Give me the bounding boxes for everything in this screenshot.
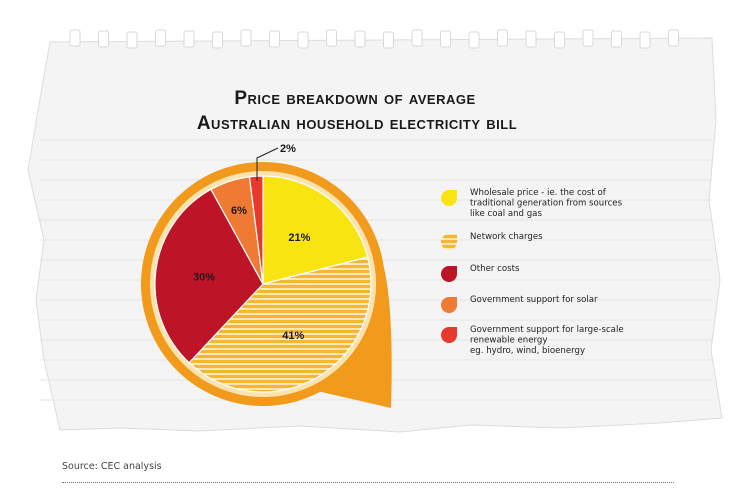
legend-swatch-0 bbox=[441, 190, 457, 206]
perforation-hole bbox=[440, 30, 451, 48]
perforation-hole bbox=[611, 30, 622, 48]
chart-title-line-1: Price breakdown of average bbox=[234, 88, 475, 109]
pie-slice-4 bbox=[248, 175, 264, 285]
pie-slice-0 bbox=[262, 175, 369, 285]
source-note: Source: CEC analysis bbox=[62, 461, 162, 472]
legend-swatch-3 bbox=[441, 297, 457, 313]
legend-label-0-1: traditional generation from sources bbox=[470, 199, 623, 209]
pie-slice-label-4: 2% bbox=[280, 143, 296, 155]
legend-label-2-0: Other costs bbox=[470, 264, 520, 274]
perforation-hole bbox=[468, 31, 480, 49]
perforation-hole bbox=[326, 29, 337, 47]
legend-swatch-4 bbox=[441, 327, 457, 343]
perforation-hole bbox=[240, 29, 252, 47]
perforation-hole bbox=[383, 31, 394, 49]
perforation-hole bbox=[269, 30, 280, 48]
perforation-hole bbox=[582, 29, 594, 47]
pie-slice-1 bbox=[188, 256, 372, 393]
legend-label-0-2: like coal and gas bbox=[470, 209, 542, 219]
perforation-hole bbox=[639, 31, 651, 49]
pie-chart bbox=[150, 171, 376, 397]
pie-slice-2 bbox=[154, 188, 264, 364]
perforation-hole bbox=[98, 30, 109, 48]
perforation-hole bbox=[183, 30, 195, 48]
perforation-hole bbox=[668, 29, 679, 47]
legend-label-0-0: Wholesale price - ie. the cost of bbox=[470, 188, 607, 198]
small-slice-leader-line bbox=[256, 147, 279, 181]
perforation-hole bbox=[411, 29, 423, 47]
legend-swatch-2 bbox=[441, 266, 457, 282]
legend-label-1-0: Network charges bbox=[470, 232, 543, 242]
legend-label-3-0: Government support for solar bbox=[470, 295, 598, 305]
perforation-hole bbox=[525, 30, 537, 48]
perforation-hole bbox=[354, 30, 366, 48]
perforation-hole bbox=[497, 29, 508, 47]
legend-label-4-0: Government support for large-scale bbox=[470, 325, 624, 335]
pie-slice-label-3: 6% bbox=[231, 205, 247, 217]
perforation-hole bbox=[126, 31, 138, 49]
pie-slice-label-1: 41% bbox=[282, 330, 304, 342]
perforation-hole bbox=[69, 29, 81, 47]
chart-title-line-2: Australian household electricity bill bbox=[197, 113, 517, 134]
legend-swatch-1 bbox=[441, 234, 457, 250]
legend: Wholesale price - ie. the cost oftraditi… bbox=[441, 188, 624, 356]
perforation-hole bbox=[554, 31, 565, 49]
perforation-hole bbox=[297, 31, 309, 49]
pie-labels: 21% 41% 30% 6% 2% bbox=[193, 143, 311, 342]
perforation-hole bbox=[212, 31, 223, 49]
legend-label-4-2: eg. hydro, wind, bioenergy bbox=[470, 346, 585, 356]
paper-perforations bbox=[69, 29, 679, 49]
pie-slice-label-2: 30% bbox=[193, 272, 215, 284]
footer-divider bbox=[62, 482, 674, 483]
pie-slice-label-0: 21% bbox=[288, 232, 310, 244]
legend-label-4-1: renewable energy bbox=[470, 336, 547, 346]
perforation-hole bbox=[155, 29, 166, 47]
